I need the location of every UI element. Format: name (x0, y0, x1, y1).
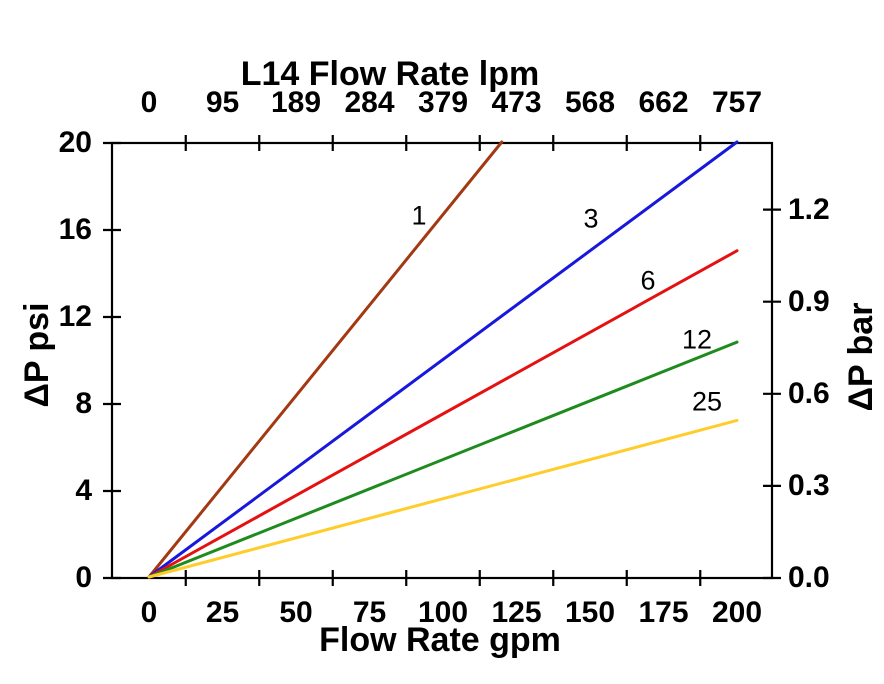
left-tick-label: 20 (58, 126, 92, 159)
right-tick-label: 0.6 (788, 376, 830, 410)
bottom-tick-label: 75 (352, 596, 387, 629)
bottom-tick-label: 25 (205, 596, 240, 629)
top-axis-title: L14 Flow Rate lpm (240, 55, 540, 93)
bottom-tick-label: 175 (638, 596, 689, 629)
right-tick-label: 0.9 (788, 284, 830, 318)
top-tick-label: 473 (491, 86, 542, 119)
top-tick-label: 95 (205, 86, 240, 119)
series-label-1: 1 (411, 200, 427, 231)
bottom-tick-label: 200 (711, 596, 763, 629)
left-tick-label: 4 (75, 474, 92, 507)
series-line-25 (147, 418, 739, 579)
series-label-3: 3 (583, 203, 599, 234)
top-tick-label: 284 (344, 86, 395, 119)
series-line-1 (147, 140, 504, 579)
bottom-axis-title: Flow Rate gpm (319, 621, 561, 659)
right-tick-label: 0.3 (788, 468, 830, 502)
right-tick-label: 0.0 (788, 561, 830, 594)
top-tick-label: 379 (417, 86, 469, 119)
series-label-12: 12 (681, 324, 713, 355)
series-label-6: 6 (640, 265, 656, 296)
series-label-25: 25 (691, 386, 723, 417)
top-tick-label: 757 (711, 86, 763, 119)
left-tick-label: 12 (58, 300, 92, 333)
left-tick-label: 16 (58, 213, 92, 246)
top-tick-label: 189 (270, 86, 322, 119)
right-axis-title: ΔP bar (842, 302, 880, 412)
bottom-tick-label: 50 (279, 596, 313, 629)
bottom-tick-label: 0 (140, 596, 158, 629)
left-tick-label: 8 (75, 387, 92, 420)
series-line-3 (147, 140, 739, 579)
axis-box (110, 141, 774, 580)
bottom-tick-label: 150 (564, 596, 616, 629)
bottom-tick-label: 100 (417, 596, 469, 629)
top-tick-label: 0 (140, 86, 158, 119)
top-tick-label: 568 (564, 86, 616, 119)
top-tick-label: 662 (638, 86, 689, 119)
left-tick-label: 0 (75, 561, 92, 594)
right-tick-label: 1.2 (788, 192, 830, 226)
series-line-6 (147, 249, 739, 579)
bottom-tick-label: 125 (491, 596, 542, 629)
series-line-12 (147, 340, 739, 579)
